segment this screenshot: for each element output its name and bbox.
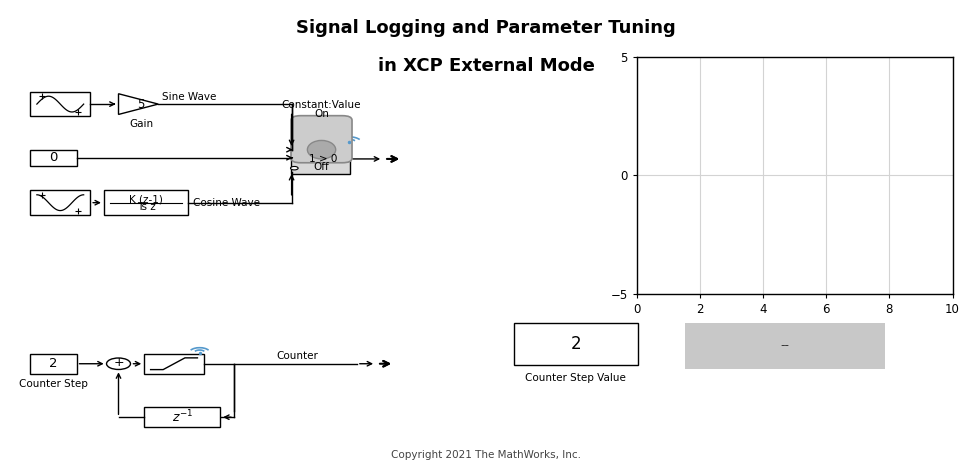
Text: Cosine Wave: Cosine Wave (192, 198, 260, 208)
Bar (685, 323, 885, 369)
Bar (291, 144, 350, 174)
Text: Gain: Gain (129, 119, 154, 129)
Text: 0: 0 (50, 151, 57, 164)
Text: 2: 2 (50, 357, 57, 370)
Text: Sine Wave: Sine Wave (162, 91, 217, 101)
FancyBboxPatch shape (291, 116, 352, 163)
Bar (30, 354, 77, 374)
Text: Constant:Value: Constant:Value (282, 100, 362, 110)
Ellipse shape (307, 140, 335, 159)
Text: Counter Step Value: Counter Step Value (526, 373, 626, 383)
Bar (144, 407, 221, 427)
Text: 1 > 0: 1 > 0 (309, 154, 337, 164)
Bar (144, 354, 204, 374)
Text: 2: 2 (571, 335, 581, 353)
Bar (104, 191, 189, 215)
Text: On: On (314, 109, 329, 119)
Circle shape (107, 358, 130, 369)
Text: Off: Off (314, 162, 330, 172)
Circle shape (291, 148, 298, 151)
Bar (30, 191, 90, 215)
Text: Counter: Counter (276, 351, 318, 361)
Polygon shape (119, 94, 158, 114)
Circle shape (291, 166, 298, 170)
Text: 5: 5 (137, 98, 145, 110)
Text: $z^{-1}$: $z^{-1}$ (172, 409, 192, 426)
Text: Copyright 2021 The MathWorks, Inc.: Copyright 2021 The MathWorks, Inc. (391, 450, 581, 460)
Text: Counter Step: Counter Step (19, 379, 87, 389)
Text: in XCP External Mode: in XCP External Mode (377, 57, 595, 75)
Text: Signal Logging and Parameter Tuning: Signal Logging and Parameter Tuning (296, 19, 676, 37)
Bar (513, 323, 639, 365)
Bar (30, 92, 90, 117)
Text: K (z-1): K (z-1) (129, 194, 163, 204)
Text: +: + (113, 356, 123, 369)
Text: --: -- (781, 339, 789, 353)
Bar (30, 150, 77, 166)
Text: Ts z: Ts z (137, 201, 156, 211)
